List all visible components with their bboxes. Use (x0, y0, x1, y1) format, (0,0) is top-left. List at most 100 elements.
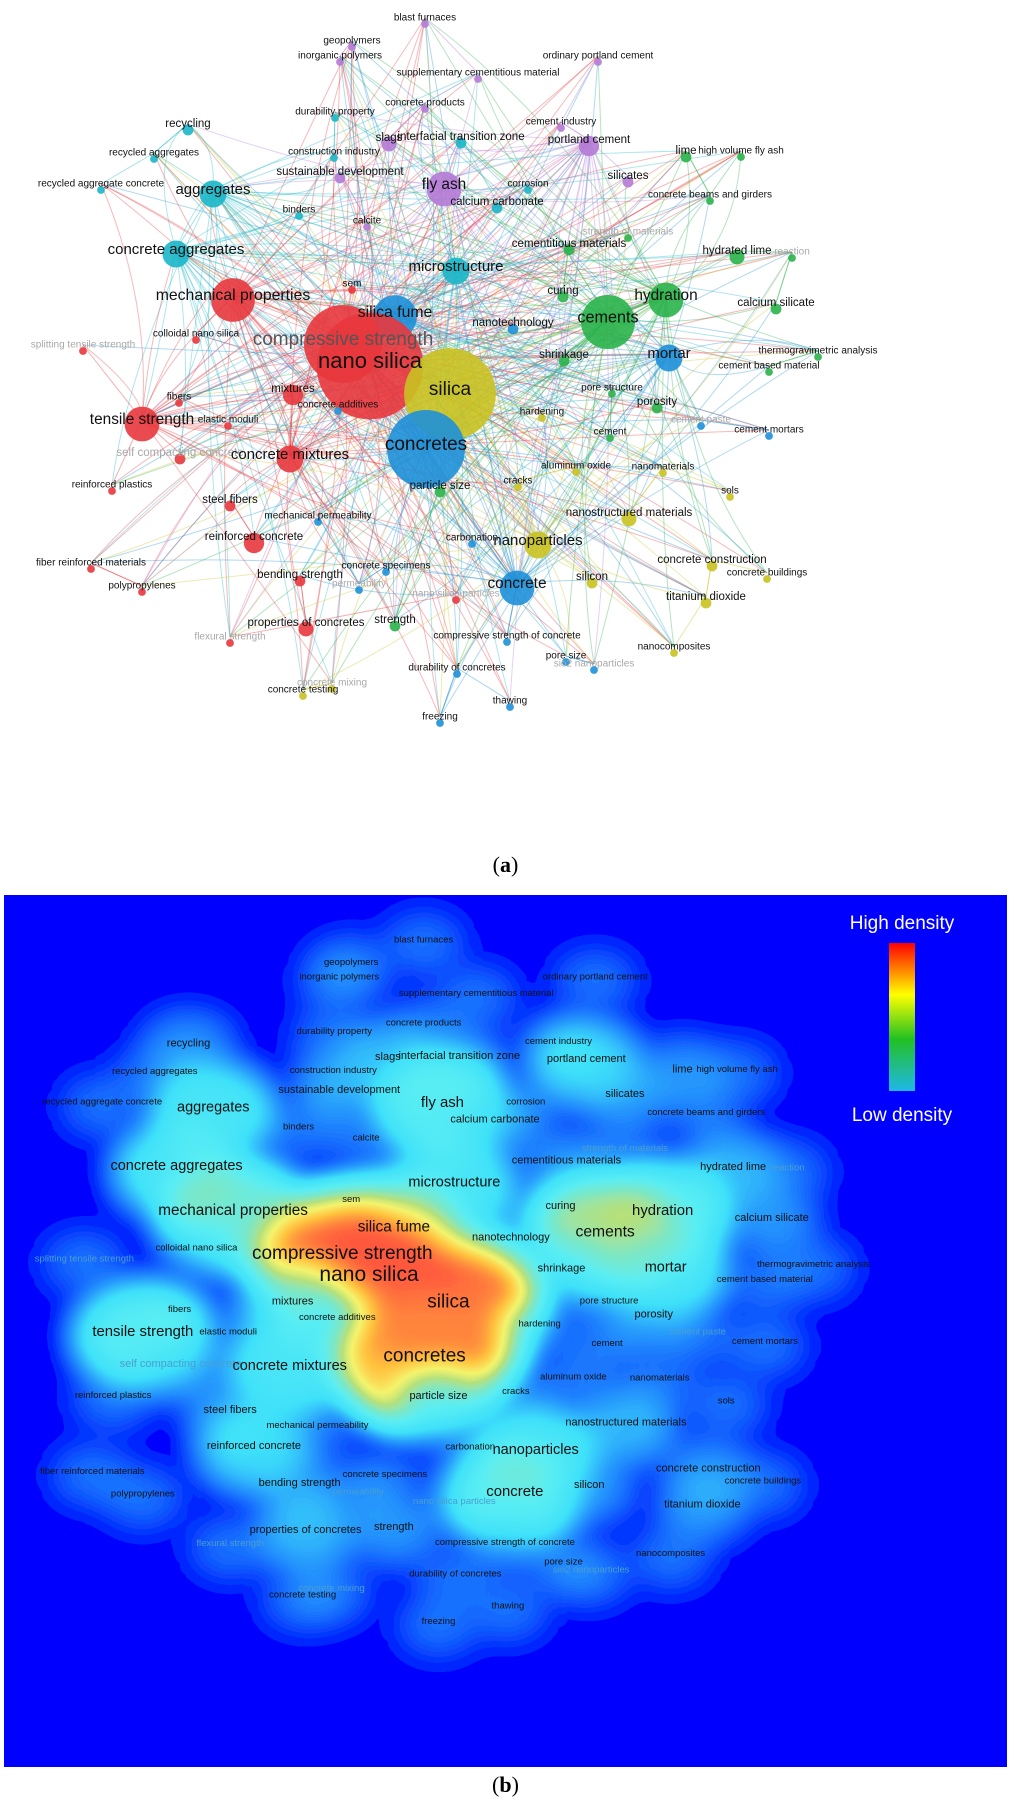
density-blob (579, 1393, 673, 1461)
network-node (224, 500, 236, 512)
network-link (339, 40, 353, 57)
density-node-label: pore structure (580, 1295, 639, 1306)
network-link (388, 102, 426, 139)
network-node (706, 560, 718, 572)
network-node-label: cement industry (526, 117, 597, 128)
network-node-label: concretes (385, 434, 467, 455)
network-node (298, 621, 314, 637)
density-node-label: recycled aggregates (112, 1066, 198, 1077)
network-node (108, 487, 116, 495)
network-node-label: self compacting concrete (116, 447, 243, 459)
network-node (389, 620, 401, 632)
network-node (226, 639, 234, 647)
network-link (212, 189, 667, 297)
network-node (138, 588, 146, 596)
network-link (455, 231, 629, 268)
network-link (179, 452, 539, 542)
network-link (588, 139, 610, 665)
network-link (141, 184, 445, 587)
network-link (424, 17, 667, 297)
network-link (455, 266, 593, 578)
network-node (474, 75, 482, 83)
network-link (289, 102, 426, 456)
network-node (314, 518, 322, 526)
caption-b: (b) (492, 1772, 519, 1797)
network-node (330, 154, 338, 162)
network-link (286, 454, 307, 624)
network-link (298, 209, 609, 319)
network-link (351, 40, 667, 297)
network-node-label: cement mortars (734, 425, 803, 436)
density-node-label: compressive strength (252, 1243, 433, 1264)
network-link (385, 139, 590, 567)
network-node-label: compressive strength of concrete (433, 631, 581, 642)
network-node (348, 286, 356, 294)
network-node-label: sem (343, 279, 362, 290)
network-node-label: cracks (504, 476, 533, 487)
network-link (351, 283, 670, 355)
density-blob (729, 1258, 801, 1308)
network-link (455, 295, 667, 595)
network-link (424, 17, 609, 319)
network-link (232, 184, 445, 297)
network-link (388, 137, 609, 319)
network-node-label: silicates (608, 170, 649, 182)
network-link (153, 123, 189, 154)
network-node-label: properties of concretes (248, 617, 365, 629)
network-node (79, 347, 87, 355)
density-node-label: interfacial transition zone (398, 1050, 520, 1062)
density-node-label: aluminum oxide (540, 1371, 607, 1382)
density-node-label: concrete construction (656, 1462, 761, 1474)
network-node (468, 540, 476, 548)
network-link (289, 454, 567, 657)
network-node (348, 43, 356, 51)
density-node-label: ordinary portland cement (543, 972, 648, 983)
network-link (179, 189, 214, 454)
network-link (153, 123, 189, 154)
network-link (366, 220, 667, 297)
network-link (588, 139, 667, 297)
network-link (232, 250, 738, 297)
network-link (232, 72, 479, 297)
network-node-label: hardening (520, 407, 564, 418)
network-link (337, 404, 539, 542)
density-node-label: shrinkage (538, 1262, 586, 1274)
network-node-label: elastic moduli (198, 415, 259, 426)
density-node-label: corrosion (506, 1096, 545, 1107)
network-link (665, 150, 742, 297)
network-link (439, 295, 667, 487)
network-link (565, 655, 595, 665)
network-link (624, 175, 667, 297)
density-node-label: calcite (353, 1132, 380, 1143)
network-node (499, 570, 535, 606)
network-link (668, 194, 711, 355)
network-link (516, 579, 707, 598)
network-node (621, 511, 637, 527)
network-link (557, 139, 590, 356)
network-node-label: reinforced plastics (72, 480, 153, 491)
density-node-label: thermogravimetric analysis (757, 1259, 870, 1270)
network-link (455, 263, 564, 292)
network-node (124, 406, 160, 442)
network-link (439, 485, 539, 542)
network-link (212, 179, 445, 191)
network-link (516, 55, 599, 585)
network-link (175, 249, 702, 421)
network-node-label: inorganic polymers (298, 51, 382, 62)
network-link (394, 312, 770, 431)
network-node (624, 234, 632, 242)
network-link (232, 295, 511, 702)
network-link (232, 295, 613, 389)
network-link (175, 249, 819, 352)
network-node (655, 344, 683, 372)
network-link (212, 72, 479, 191)
network-link (537, 251, 793, 542)
network-link (289, 121, 562, 456)
network-link (141, 209, 300, 421)
density-node-label: pore size (544, 1557, 583, 1568)
network-link (111, 189, 214, 486)
network-node-label: mechanical permeability (264, 511, 371, 522)
density-node-label: concrete (486, 1484, 543, 1500)
network-link (439, 353, 670, 718)
density-node-label: tensile strength (92, 1324, 193, 1340)
